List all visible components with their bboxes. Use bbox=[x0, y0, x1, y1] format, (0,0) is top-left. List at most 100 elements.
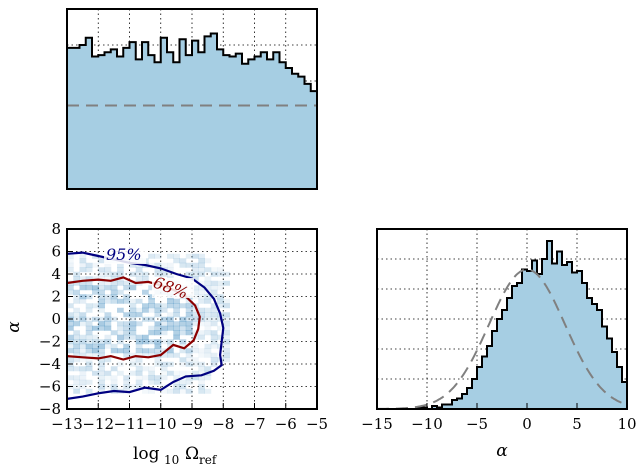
density-cell bbox=[173, 253, 180, 259]
density-cell bbox=[67, 285, 74, 291]
density-cell bbox=[167, 316, 174, 322]
joint-y-label: α bbox=[4, 321, 24, 333]
density-cell bbox=[142, 276, 149, 282]
density-cell bbox=[135, 366, 143, 372]
density-cell bbox=[217, 280, 224, 286]
density-cell bbox=[98, 388, 105, 394]
density-cell bbox=[154, 343, 162, 349]
density-cell bbox=[129, 321, 137, 327]
density-cell bbox=[223, 334, 230, 340]
density-cell bbox=[148, 366, 155, 372]
density-cell bbox=[185, 375, 193, 381]
density-cell bbox=[185, 321, 193, 327]
density-cell bbox=[192, 294, 199, 300]
density-cell bbox=[160, 271, 168, 277]
density-cell bbox=[67, 334, 74, 340]
density-cell bbox=[210, 280, 218, 286]
density-cell bbox=[85, 303, 93, 309]
density-cell bbox=[135, 370, 143, 376]
density-cell bbox=[210, 312, 218, 318]
density-cell bbox=[210, 321, 218, 327]
density-cell bbox=[85, 276, 93, 282]
density-cell bbox=[129, 352, 137, 358]
density-cell bbox=[92, 348, 99, 354]
density-cell bbox=[192, 271, 199, 277]
contour-68-label-bg bbox=[152, 278, 194, 298]
alpha-x-tick-label: 0 bbox=[522, 415, 532, 433]
density-cell bbox=[135, 321, 143, 327]
joint-y-tick-label: 8 bbox=[51, 220, 61, 238]
contour-95-label-bg bbox=[104, 244, 146, 264]
density-cell bbox=[167, 348, 174, 354]
density-cell bbox=[198, 379, 205, 385]
density-cell bbox=[73, 312, 80, 318]
density-cell bbox=[210, 334, 218, 340]
joint-x-label: log 10 Ω ref bbox=[133, 444, 218, 466]
density-cell bbox=[167, 361, 174, 367]
density-cell bbox=[173, 352, 180, 358]
density-cell bbox=[98, 258, 105, 264]
density-cell bbox=[167, 298, 174, 304]
density-cell bbox=[110, 285, 118, 291]
density-cell bbox=[104, 262, 112, 268]
density-cell bbox=[67, 303, 74, 309]
density-cell bbox=[179, 321, 187, 327]
density-cell bbox=[217, 271, 224, 277]
density-cell bbox=[79, 258, 87, 264]
density-cell bbox=[198, 294, 205, 300]
omega-histogram-fill bbox=[67, 33, 317, 189]
density-cell bbox=[104, 285, 112, 291]
density-cell bbox=[204, 298, 212, 304]
density-cell bbox=[204, 307, 212, 313]
density-cell bbox=[117, 321, 124, 327]
density-cell bbox=[223, 303, 230, 309]
density-cell bbox=[167, 253, 174, 259]
density-cell bbox=[67, 289, 74, 295]
svg-text:10: 10 bbox=[164, 453, 179, 466]
density-cell bbox=[198, 330, 205, 336]
density-cell bbox=[185, 352, 193, 358]
density-cell bbox=[167, 388, 174, 394]
density-cell bbox=[79, 334, 87, 340]
joint-y-tick-label: −2 bbox=[39, 333, 61, 351]
density-cell bbox=[92, 316, 99, 322]
density-cell bbox=[173, 384, 180, 390]
density-cell bbox=[173, 321, 180, 327]
density-cell bbox=[223, 343, 230, 349]
density-cell bbox=[98, 343, 105, 349]
density-cell bbox=[204, 258, 212, 264]
density-cell bbox=[198, 262, 205, 268]
density-cell bbox=[117, 271, 124, 277]
density-cell bbox=[223, 321, 230, 327]
density-cell bbox=[98, 361, 105, 367]
density-cell bbox=[167, 312, 174, 318]
joint-x-tick-label: −11 bbox=[114, 415, 146, 433]
density-cell bbox=[104, 325, 112, 331]
alpha-x-label: α bbox=[496, 441, 508, 461]
density-cell bbox=[142, 289, 149, 295]
joint-x-tick-label: −12 bbox=[82, 415, 114, 433]
density-cell bbox=[179, 370, 187, 376]
density-cell bbox=[67, 267, 74, 273]
density-cell bbox=[217, 325, 224, 331]
density-cell bbox=[160, 307, 168, 313]
alpha-frame bbox=[376, 228, 628, 410]
density-cell bbox=[117, 280, 124, 286]
density-cell bbox=[79, 352, 87, 358]
joint-x-ticks: −13 −12 −11 −10 −9 −8 −7 −6 −5 bbox=[51, 403, 328, 433]
density-cell bbox=[73, 321, 80, 327]
density-cell bbox=[204, 343, 212, 349]
density-cell bbox=[210, 294, 218, 300]
density-cell bbox=[198, 388, 205, 394]
density-cell bbox=[173, 375, 180, 381]
density-cell bbox=[104, 357, 112, 363]
density-cell bbox=[98, 285, 105, 291]
density-cell bbox=[154, 379, 162, 385]
density-cell bbox=[210, 307, 218, 313]
density-cell bbox=[179, 262, 187, 268]
density-cell bbox=[79, 294, 87, 300]
density-cell bbox=[123, 384, 130, 390]
density-cell bbox=[142, 352, 149, 358]
density-cell bbox=[85, 339, 93, 345]
density-cell bbox=[198, 370, 205, 376]
